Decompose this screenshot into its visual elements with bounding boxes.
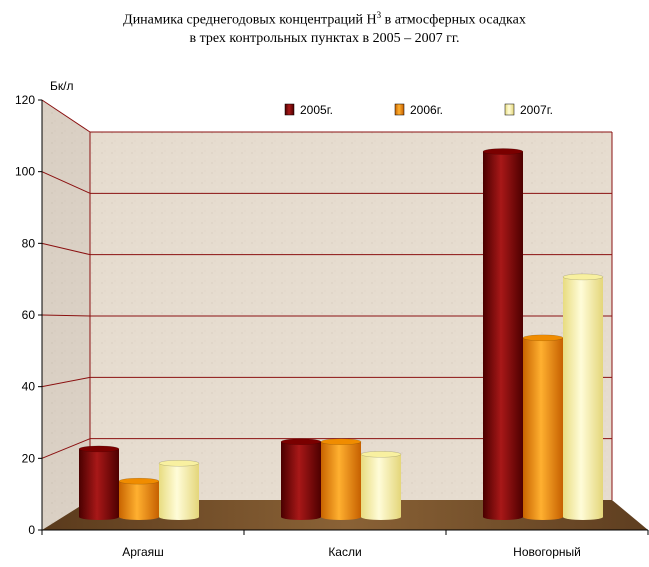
gridline-diagonal <box>41 242 91 256</box>
category-label: Касли <box>328 545 361 559</box>
legend-swatch <box>394 103 405 116</box>
bar-top <box>360 451 402 458</box>
legend-label: 2005г. <box>300 103 333 117</box>
y-tick-label: 40 <box>22 380 36 394</box>
bar-base <box>119 514 159 520</box>
legend-label: 2006г. <box>410 103 443 117</box>
bar-2007г.-Аргаяш <box>159 463 199 517</box>
legend: 2005г. 2006г. 2007г. <box>284 103 553 117</box>
bar-top <box>482 148 524 155</box>
legend-label: 2007г. <box>520 103 553 117</box>
gridline-diagonal <box>41 376 91 388</box>
bar-top <box>522 334 564 342</box>
bar-base <box>523 514 563 520</box>
category-label: Новогорный <box>513 545 581 559</box>
y-axis-unit: Бк/л <box>50 79 73 93</box>
y-tick-label: 0 <box>28 523 35 537</box>
bar-base <box>159 514 199 520</box>
bar-base <box>361 514 401 520</box>
chart-title: Динамика среднегодовых концентраций H3 в… <box>0 6 649 48</box>
bars <box>78 148 604 520</box>
gridline-diagonal <box>41 99 91 133</box>
chart-title-line-1: Динамика среднегодовых концентраций H3 в… <box>123 10 526 28</box>
bar-2005г.-Касли <box>281 441 321 517</box>
bar-base <box>483 514 523 520</box>
bar-top <box>280 438 322 445</box>
bar-base <box>563 514 603 520</box>
category-label: Аргаяш <box>122 545 164 559</box>
legend-swatch <box>504 103 515 116</box>
gridline-diagonal <box>41 438 91 459</box>
bar-base <box>321 514 361 520</box>
category-labels: Аргаяш Касли Новогорный <box>122 545 581 559</box>
y-tick-labels: 0 20 40 60 80 100 120 <box>15 93 42 537</box>
bar-top <box>78 445 120 453</box>
bar-2007г.-Новогорный <box>563 276 603 517</box>
bar-2006г.-Касли <box>321 441 361 517</box>
bar-base <box>79 514 119 520</box>
x-tick-marks <box>41 530 649 535</box>
bar-top <box>118 477 160 485</box>
chart-title-line-2: в трех контрольных пунктах в 2005 – 2007… <box>189 30 460 46</box>
bar-base <box>281 514 321 520</box>
bar-top <box>158 460 200 467</box>
y-tick-label: 20 <box>22 451 36 465</box>
bar-top <box>320 438 362 445</box>
y-tick-label: 100 <box>15 165 35 179</box>
bar-2006г.-Аргаяш <box>119 481 159 517</box>
bar-2006г.-Новогорный <box>523 337 563 517</box>
gridline-diagonal <box>41 171 91 194</box>
bar-top <box>562 273 604 281</box>
legend-swatch <box>284 103 295 116</box>
bar-2005г.-Новогорный <box>483 151 523 517</box>
bar-2005г.-Аргаяш <box>79 448 119 517</box>
bar-2007г.-Касли <box>361 454 401 517</box>
y-tick-label: 120 <box>15 93 35 107</box>
y-tick-label: 60 <box>22 308 36 322</box>
y-tick-label: 80 <box>22 236 36 250</box>
gridline-diagonal <box>41 314 91 317</box>
